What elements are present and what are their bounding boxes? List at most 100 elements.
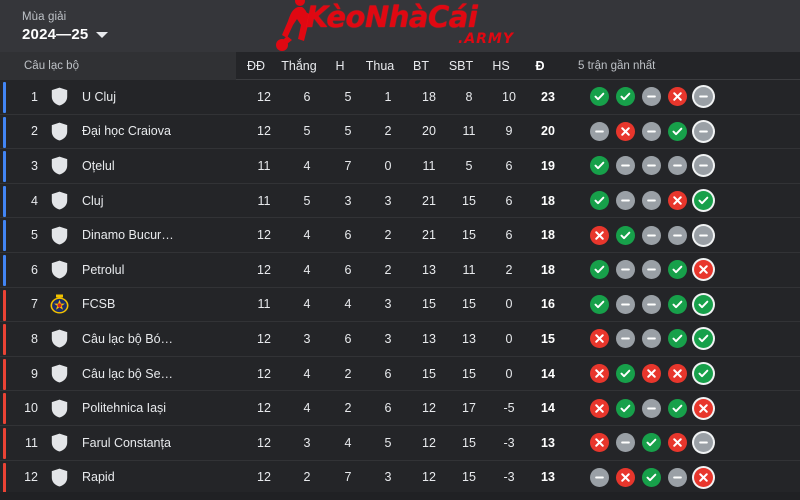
form-badge-draw[interactable] — [616, 294, 635, 314]
club-name[interactable]: Rapid — [82, 470, 115, 485]
form-badge-draw[interactable] — [694, 121, 713, 141]
season-selector[interactable]: Mùa giải 2024—25 — [22, 10, 109, 43]
form-badge-win[interactable] — [616, 87, 635, 107]
stat-won: 3 — [303, 331, 311, 346]
form-badge-win[interactable] — [616, 398, 635, 418]
form-badge-win[interactable] — [668, 260, 687, 280]
form-badge-loss[interactable] — [668, 364, 687, 384]
form-badge-draw[interactable] — [642, 87, 661, 107]
stat-points: 14 — [541, 401, 555, 416]
form-badge-draw[interactable] — [694, 433, 713, 453]
form-badge-win[interactable] — [668, 398, 687, 418]
stat-goals-for: 21 — [422, 228, 436, 243]
form-badge-loss[interactable] — [590, 364, 609, 384]
form-badge-draw[interactable] — [694, 87, 713, 107]
form-badge-win[interactable] — [642, 467, 661, 487]
form-badge-loss[interactable] — [668, 433, 687, 453]
form-badge-win[interactable] — [694, 294, 713, 314]
form-badge-win[interactable] — [616, 364, 635, 384]
form-badge-loss[interactable] — [590, 329, 609, 349]
table-row[interactable]: 4 Cluj 11 5 3 3 21 15 6 18 — [0, 184, 800, 219]
club-name[interactable]: Petrolul — [82, 262, 125, 277]
form-badge-loss[interactable] — [694, 260, 713, 280]
club-name[interactable]: Farul Constanța — [82, 435, 171, 450]
form-badge-win[interactable] — [694, 364, 713, 384]
form-badge-draw[interactable] — [668, 156, 687, 176]
form-badge-draw[interactable] — [590, 121, 609, 141]
shield-icon — [51, 468, 67, 487]
form-badge-loss[interactable] — [694, 467, 713, 487]
form-badge-draw[interactable] — [642, 329, 661, 349]
form-badge-win[interactable] — [590, 156, 609, 176]
club-name[interactable]: Dinamo Bucur… — [82, 228, 174, 243]
club-name[interactable]: Câu lạc bộ Bó… — [82, 331, 174, 346]
stat-goal-diff: 2 — [505, 262, 513, 277]
form-badge-draw[interactable] — [642, 156, 661, 176]
form-badge-loss[interactable] — [590, 225, 609, 245]
form-badge-draw[interactable] — [642, 191, 661, 211]
form-badge-loss[interactable] — [668, 191, 687, 211]
form-badge-loss[interactable] — [616, 121, 635, 141]
table-row[interactable]: 7 FCSB 11 4 4 3 15 15 0 16 — [0, 288, 800, 323]
form-badge-draw[interactable] — [616, 329, 635, 349]
form-badge-draw[interactable] — [616, 191, 635, 211]
form-badge-draw[interactable] — [668, 467, 687, 487]
club-name[interactable]: Câu lạc bộ Se… — [82, 366, 174, 381]
form-badge-win[interactable] — [616, 225, 635, 245]
form-badge-win[interactable] — [668, 121, 687, 141]
table-row[interactable]: 12 Rapid 12 2 7 3 12 15 -3 13 — [0, 461, 800, 496]
shield-icon — [51, 157, 67, 175]
stat-goal-diff: 6 — [505, 228, 513, 243]
table-row[interactable]: 8 Câu lạc bộ Bó… 12 3 6 3 13 13 0 15 — [0, 322, 800, 357]
stat-goals-against: 15 — [462, 435, 476, 450]
table-column-headers: Câu lạc bộ ĐĐ Thắng H Thua BT SBT HS Đ 5… — [0, 52, 800, 80]
form-badge-win[interactable] — [590, 260, 609, 280]
form-badge-draw[interactable] — [642, 294, 661, 314]
form-badge-win[interactable] — [642, 433, 661, 453]
form-badge-win[interactable] — [668, 329, 687, 349]
form-badge-win[interactable] — [590, 191, 609, 211]
form-badge-draw[interactable] — [616, 156, 635, 176]
form-badge-draw[interactable] — [616, 260, 635, 280]
form-badge-draw[interactable] — [668, 225, 687, 245]
form-badge-win[interactable] — [590, 87, 609, 107]
form-badge-loss[interactable] — [616, 467, 635, 487]
club-name[interactable]: Đại học Craiova — [82, 124, 171, 139]
club-crest — [46, 191, 72, 210]
form-badge-win[interactable] — [590, 294, 609, 314]
club-name[interactable]: Oțelul — [82, 158, 115, 173]
club-name[interactable]: U Cluj — [82, 89, 117, 104]
table-row[interactable]: 2 Đại học Craiova 12 5 5 2 20 11 9 20 — [0, 115, 800, 150]
club-name[interactable]: FCSB — [82, 297, 116, 312]
table-row[interactable]: 3 Oțelul 11 4 7 0 11 5 6 19 — [0, 149, 800, 184]
form-badge-draw[interactable] — [642, 260, 661, 280]
form-badge-loss[interactable] — [642, 364, 661, 384]
table-row[interactable]: 11 Farul Constanța 12 3 4 5 12 15 -3 13 — [0, 426, 800, 461]
form-badge-win[interactable] — [668, 294, 687, 314]
form-badge-draw[interactable] — [694, 225, 713, 245]
form-badge-draw[interactable] — [616, 433, 635, 453]
stat-goals-against: 8 — [465, 89, 473, 104]
form-badge-win[interactable] — [694, 329, 713, 349]
form-badge-loss[interactable] — [590, 398, 609, 418]
club-name[interactable]: Politehnica Iași — [82, 401, 167, 416]
table-row[interactable]: 9 Câu lạc bộ Se… 12 4 2 6 15 15 0 14 — [0, 357, 800, 392]
stat-goals-for: 12 — [422, 470, 436, 485]
table-row[interactable]: 10 Politehnica Iași 12 4 2 6 12 17 -5 14 — [0, 391, 800, 426]
form-badge-draw[interactable] — [590, 467, 609, 487]
form-badge-draw[interactable] — [642, 121, 661, 141]
form-badge-loss[interactable] — [668, 87, 687, 107]
form-badge-draw[interactable] — [642, 398, 661, 418]
column-header-played: ĐĐ — [246, 58, 266, 73]
stat-goal-diff: 9 — [505, 124, 513, 139]
form-badge-draw[interactable] — [642, 225, 661, 245]
table-row[interactable]: 5 Dinamo Bucur… 12 4 6 2 21 15 6 18 — [0, 218, 800, 253]
form-badge-loss[interactable] — [590, 433, 609, 453]
club-name[interactable]: Cluj — [82, 193, 104, 208]
form-badge-win[interactable] — [694, 191, 713, 211]
form-badge-loss[interactable] — [694, 398, 713, 418]
form-badge-draw[interactable] — [694, 156, 713, 176]
table-row[interactable]: 1 U Cluj 12 6 5 1 18 8 10 23 — [0, 80, 800, 115]
table-row[interactable]: 6 Petrolul 12 4 6 2 13 11 2 18 — [0, 253, 800, 288]
chevron-down-icon[interactable] — [96, 32, 109, 38]
